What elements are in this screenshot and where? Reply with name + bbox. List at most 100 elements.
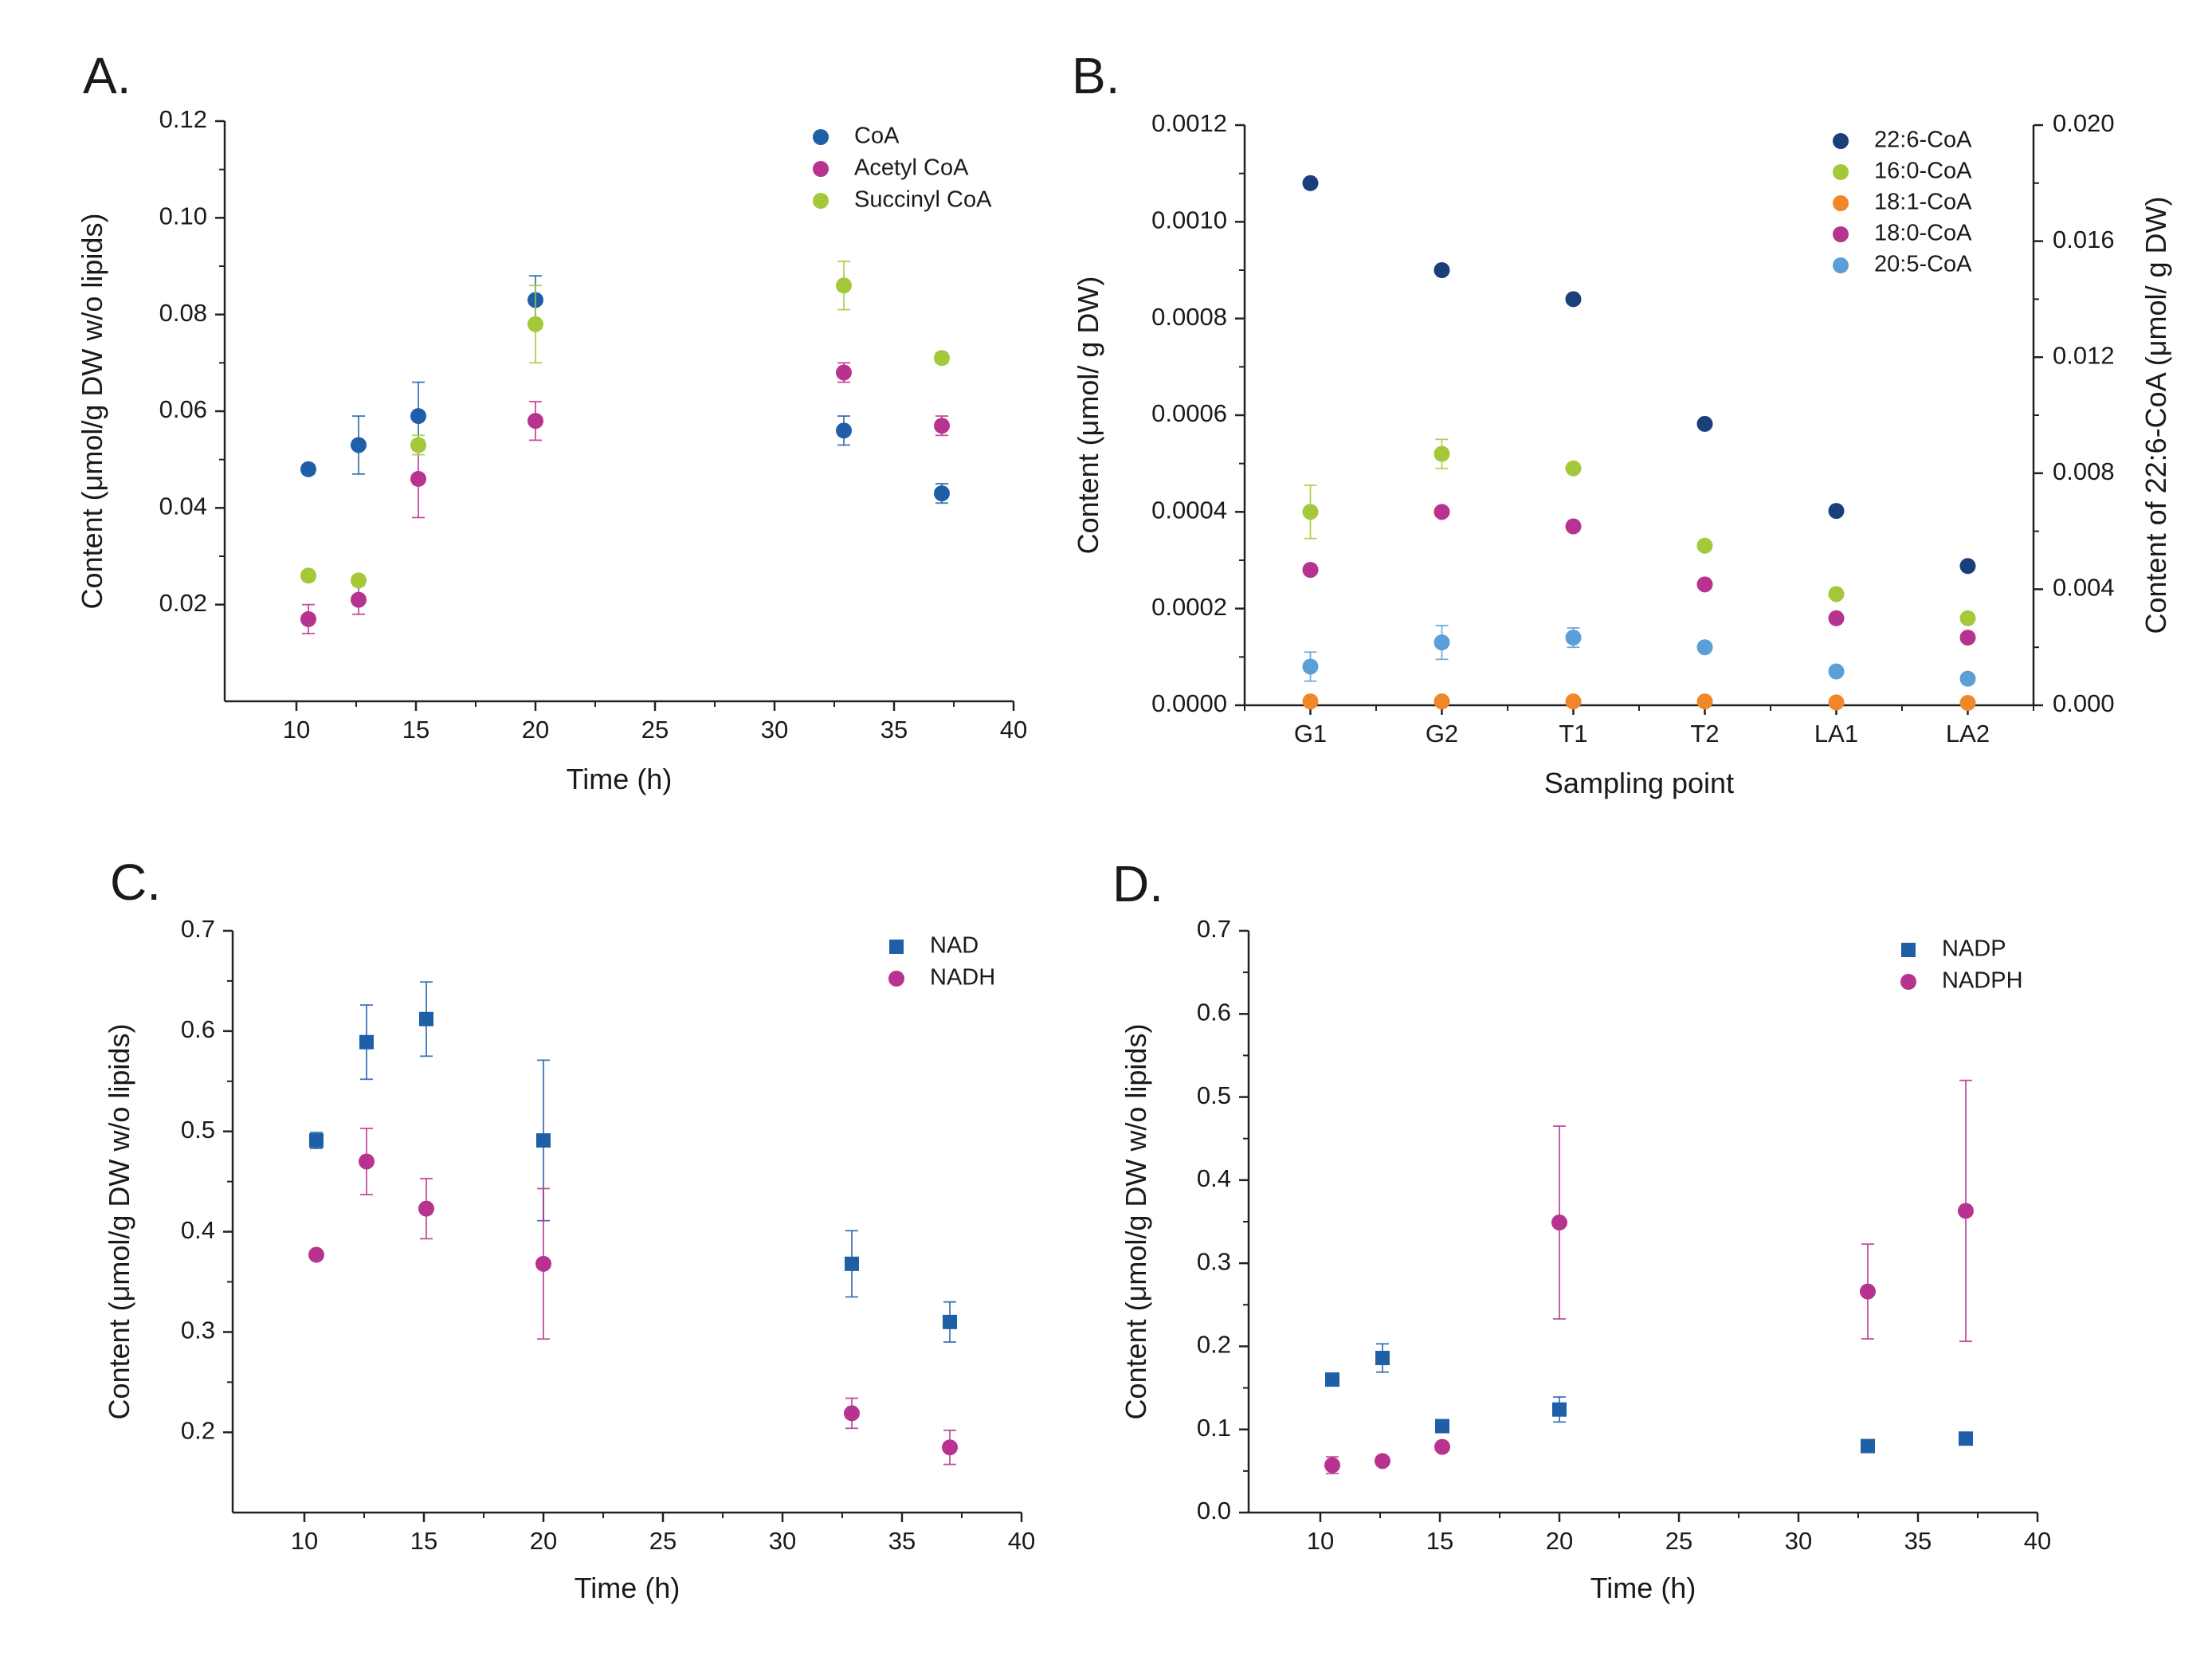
legend-entry: NAD [889, 933, 979, 959]
legend-marker [1833, 226, 1849, 242]
legend-marker [1900, 974, 1916, 990]
panel-a: A. 0.02 0.04 0.06 0.08 0.10 0.12 10 15 20 25 30 35 40… [76, 47, 1027, 795]
y-tick-label: 0.0006 [1151, 399, 1227, 427]
legend-label: 20:5-CoA [1874, 252, 1972, 277]
y2-tick-label: 0.012 [2053, 341, 2115, 369]
data-point [410, 437, 426, 453]
data-point [1433, 262, 1450, 278]
series-nadh [308, 1128, 958, 1466]
legend-marker [1833, 257, 1849, 273]
data-point [536, 1133, 551, 1148]
y-tick-label: 0.02 [159, 589, 207, 617]
data-point [1828, 694, 1845, 711]
legend-label: NADH [930, 965, 995, 991]
data-point [410, 470, 426, 487]
x-tick-label: T2 [1690, 720, 1719, 748]
data-point [309, 1133, 324, 1148]
data-point [418, 1200, 434, 1217]
data-point [1861, 1438, 1875, 1454]
data-point [535, 1255, 551, 1272]
legend-marker [813, 193, 829, 209]
y-axis-title: Content (μmol/g DW w/o lipids) [103, 1024, 135, 1420]
legend-marker [813, 129, 829, 145]
legend: NADP NADPH [1900, 936, 2023, 994]
data-point [1433, 634, 1450, 651]
series-18-0-coa [1302, 504, 1976, 646]
x-tick-label: 20 [530, 1527, 557, 1555]
x-tick-label: 40 [1008, 1527, 1035, 1555]
x-tick-label: 30 [761, 716, 788, 744]
data-point [1958, 1203, 1974, 1219]
data-point [836, 277, 852, 294]
data-point [528, 413, 543, 430]
series-coa [300, 275, 950, 504]
series-nadp [1325, 1343, 1973, 1454]
legend-entry: NADP [1901, 936, 2006, 962]
y-tick-label: 0.1 [1197, 1414, 1231, 1442]
x-axis-title: Time (h) [567, 763, 673, 795]
panel-letter: A. [83, 47, 131, 104]
legend-entry: Succinyl CoA [813, 187, 992, 213]
y-tick-label: 0.5 [181, 1116, 215, 1144]
x-tick-label: 30 [1785, 1527, 1812, 1555]
legend: 22:6-CoA 16:0-CoA 18:1-CoA 18:0-CoA 20:5-CoA [1833, 128, 1972, 277]
data-point [934, 485, 950, 502]
legend-marker [888, 971, 904, 987]
y-tick-label: 0.0000 [1151, 689, 1227, 717]
data-point [1434, 1438, 1450, 1455]
data-point [359, 1034, 374, 1050]
data-point [836, 422, 852, 439]
series-succinyl-coa [300, 261, 950, 589]
data-point [845, 1256, 859, 1271]
series-16-0-coa [1302, 438, 1976, 626]
series-18-1-coa [1302, 693, 1976, 711]
legend-entry: CoA [813, 124, 900, 149]
data-point [1565, 291, 1582, 308]
x-tick-label: G2 [1426, 720, 1458, 748]
data-point [943, 1314, 957, 1329]
data-point [1565, 630, 1582, 646]
data-point [300, 610, 316, 627]
legend-marker [1901, 943, 1916, 957]
x-tick-label: 10 [1307, 1527, 1334, 1555]
panel-letter: D. [1112, 855, 1163, 912]
data-point [934, 418, 950, 434]
legend-marker [1833, 164, 1849, 180]
data-point [836, 364, 852, 381]
y2-tick-label: 0.000 [2053, 689, 2115, 717]
legend-entry: 16:0-CoA [1833, 159, 1972, 184]
x-tick-label: 15 [402, 716, 429, 744]
data-point [1324, 1457, 1340, 1474]
legend-marker [1833, 195, 1849, 211]
panel-d: D. 0.0 0.1 0.2 0.3 0.4 0.5 0.6 0.7 10 15 20 25 30 35 40… [1112, 855, 2051, 1604]
y-tick-label: 0.08 [159, 299, 207, 327]
series-nad [309, 981, 957, 1343]
x-tick-label: 40 [1000, 716, 1027, 744]
x-tick-label: 30 [769, 1527, 796, 1555]
y-tick-label: 0.7 [181, 915, 215, 943]
y-tick-label: 0.2 [1197, 1331, 1231, 1359]
y-tick-label: 0.0002 [1151, 593, 1227, 621]
y2-tick-label: 0.016 [2053, 226, 2115, 253]
data-point [942, 1439, 958, 1456]
data-point [1435, 1419, 1449, 1434]
x-tick-label: T1 [1559, 720, 1587, 748]
legend-label: Succinyl CoA [854, 187, 992, 213]
x-tick-label: LA1 [1814, 720, 1858, 748]
series-acetyl-coa [300, 362, 950, 634]
legend-entry: 20:5-CoA [1833, 252, 1972, 277]
panel-c: C. 0.2 0.3 0.4 0.5 0.6 0.7 10 15 20 25 30 35 40 Time (… [103, 854, 1035, 1604]
data-point [351, 572, 367, 589]
data-point [1325, 1372, 1339, 1387]
y-tick-label: 0.6 [1197, 998, 1231, 1026]
data-point [1433, 693, 1450, 710]
panel-b: B. 0.0000 0.0002 0.0004 0.0006 0.0008 0.0010 0.… [1072, 47, 2172, 799]
y-tick-label: 0.0008 [1151, 303, 1227, 331]
data-point [1551, 1215, 1567, 1231]
data-point [1433, 445, 1450, 462]
data-point [1696, 639, 1713, 656]
data-point [1302, 658, 1319, 675]
x-tick-label: 20 [522, 716, 549, 744]
x-tick-label: 20 [1546, 1527, 1573, 1555]
legend-entry: 22:6-CoA [1833, 128, 1972, 153]
